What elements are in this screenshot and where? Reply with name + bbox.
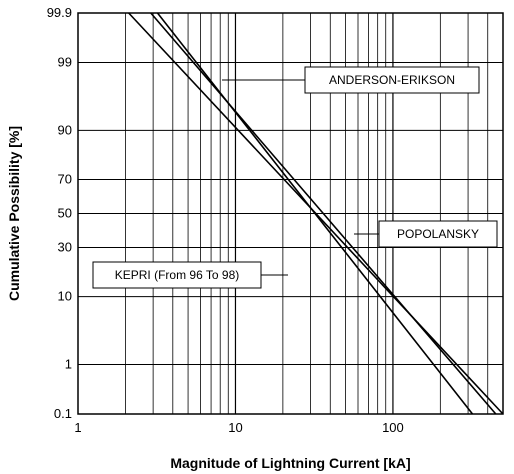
y-tick-label: 10 (58, 289, 72, 304)
annotations: ANDERSON-ERIKSON POPOLANSKY KEPRI (From 96… (92, 66, 498, 289)
y-tick-label: 99.9 (47, 5, 72, 20)
y-tick-label: 0.1 (54, 406, 72, 421)
y-axis-title: Cumulative Possibility [%] (6, 126, 22, 301)
y-tick-label: 99 (58, 55, 72, 70)
y-tick-label: 1 (65, 356, 72, 371)
y-tick-label: 70 (58, 171, 72, 186)
y-tick-label: 50 (58, 206, 72, 221)
plot-frame (77, 12, 504, 415)
x-tick-label: 100 (382, 420, 404, 435)
annotation-box (304, 66, 480, 94)
annotation-box (378, 220, 498, 248)
series-line (156, 12, 474, 415)
series-line (150, 12, 497, 415)
x-tick-label: 1 (74, 420, 81, 435)
annotation-label: KEPRI (From 96 To 98) (115, 268, 240, 282)
y-tick-label: 30 (58, 240, 72, 255)
x-axis-title: Magnitude of Lightning Current [kA] (170, 455, 410, 471)
series-lines (128, 12, 504, 415)
y-tick-label: 90 (58, 122, 72, 137)
annotation-box (92, 261, 262, 289)
annotation-label: POPOLANSKY (397, 227, 479, 241)
x-tick-label: 10 (228, 420, 242, 435)
annotation-label: ANDERSON-ERIKSON (329, 73, 455, 87)
